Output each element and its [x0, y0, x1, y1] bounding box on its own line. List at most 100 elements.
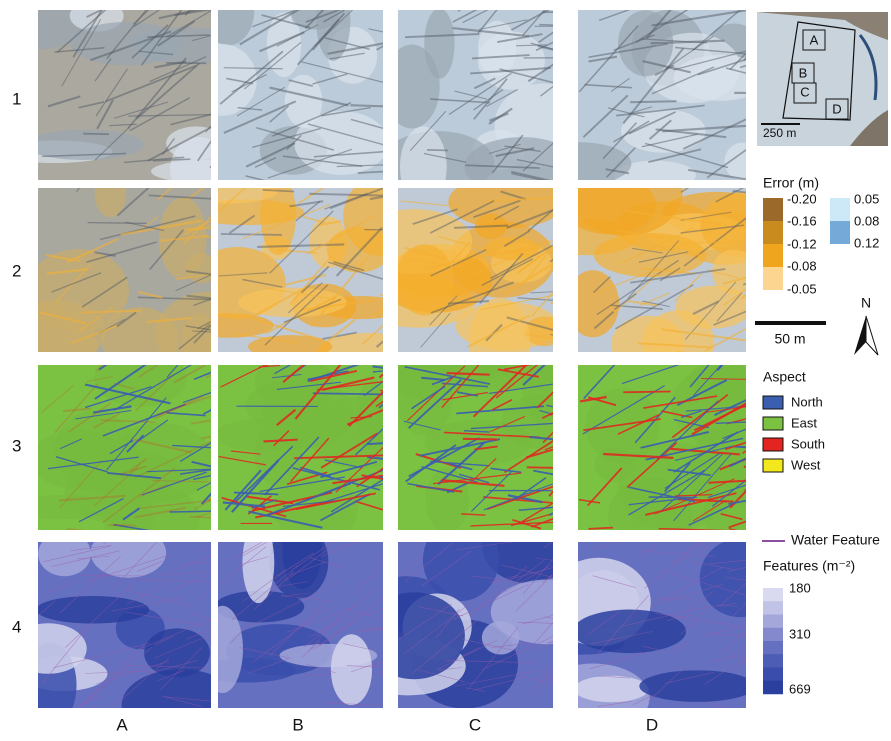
row-label: 3 — [12, 436, 21, 455]
colorbar-segment — [763, 198, 783, 221]
colorbar-label: -0.16 — [787, 213, 817, 228]
panel-streak — [427, 150, 448, 151]
panel-streak — [744, 482, 800, 490]
panel-blotch — [94, 351, 187, 407]
column-label: A — [116, 715, 128, 734]
colorbar-segment — [763, 221, 783, 244]
colorbar-segment — [763, 681, 783, 695]
panel-blotch — [594, 233, 707, 277]
panel-streak — [83, 134, 109, 135]
colorbar-label: 0.08 — [854, 213, 879, 228]
column-label: C — [469, 715, 481, 734]
colorbar-label: 0.05 — [854, 191, 879, 206]
features-title: Features (m⁻²) — [763, 558, 855, 574]
panel-blotch — [331, 634, 372, 705]
colorbar-label: 669 — [789, 681, 811, 696]
colorbar-label: -0.12 — [787, 236, 817, 251]
legend-label: West — [791, 457, 821, 472]
legend-label: South — [791, 436, 825, 451]
panel-streak — [550, 402, 580, 415]
panel-streak — [463, 439, 497, 440]
panel-streak — [88, 223, 147, 224]
panel-blotch — [144, 628, 210, 677]
colorbar-segment — [763, 267, 783, 290]
colorbar-label: -0.20 — [787, 191, 817, 206]
inset-map: A B C D 250 m — [757, 12, 888, 146]
panel-blotch — [260, 174, 296, 255]
water-feature-label: Water Feature — [791, 532, 880, 548]
panel-blotch — [384, 45, 440, 129]
colorbar-segment — [763, 588, 783, 602]
page: 1 2 3 4 A B C D A B C D 250 m Error (m) … — [0, 0, 891, 736]
colorbar-segment — [763, 641, 783, 655]
colorbar-segment — [763, 244, 783, 267]
panel-blotch — [671, 364, 777, 446]
column-label: B — [292, 715, 303, 734]
panel-blotch — [524, 317, 564, 347]
panel-grid — [0, 0, 834, 736]
panel-blotch — [327, 227, 390, 272]
panel-streak — [589, 528, 613, 529]
colorbar-label: 180 — [789, 580, 811, 595]
panel-streak — [630, 101, 676, 102]
north-label: N — [861, 295, 871, 311]
scale-label: 50 m — [774, 331, 805, 347]
colorbar-label: 310 — [789, 626, 811, 641]
colorbar-label: -0.05 — [787, 281, 817, 296]
row-label: 1 — [12, 89, 21, 108]
panel-blotch — [38, 532, 91, 577]
inset-box-label: C — [800, 84, 809, 99]
legend-label: East — [791, 415, 817, 430]
colorbar-label: -0.08 — [787, 258, 817, 273]
legend-swatch — [763, 459, 783, 472]
panel-blotch — [264, 380, 353, 448]
panel-streak — [544, 529, 568, 548]
panel-streak — [458, 0, 496, 12]
image-panel — [528, 0, 794, 190]
panel-blotch — [448, 175, 564, 228]
error-title: Error (m) — [763, 175, 819, 191]
inset-box-label: B — [799, 65, 808, 80]
panel-streak — [742, 660, 830, 675]
panel-blotch — [71, 22, 183, 65]
inset-box-label: D — [832, 101, 841, 116]
panel-blotch — [566, 270, 619, 337]
panel-blotch — [573, 610, 686, 654]
legend-swatch — [763, 396, 783, 409]
panel-streak — [623, 391, 670, 392]
legend-swatch — [763, 438, 783, 451]
image-panel — [534, 504, 830, 731]
figure: 1 2 3 4 A B C D A B C D 250 m Error (m) … — [0, 0, 891, 736]
panel-blotch — [90, 528, 166, 578]
colorbar-segment — [763, 601, 783, 615]
colorbar-segment — [763, 654, 783, 668]
inset-scale-label: 250 m — [763, 126, 796, 140]
row-label: 2 — [12, 261, 21, 280]
panel-streak — [679, 351, 705, 359]
colorbar-label: 0.12 — [854, 235, 879, 250]
image-panel — [368, 331, 613, 533]
panel-blotch — [197, 658, 296, 683]
colorbar-segment — [763, 668, 783, 682]
colorbar-segment — [763, 615, 783, 629]
panel-streak — [67, 529, 134, 536]
panel-blotch — [574, 676, 649, 703]
colorbar-segment — [763, 628, 783, 642]
inset-box-label: A — [810, 32, 819, 47]
aspect-title: Aspect — [763, 369, 806, 385]
panel-blotch — [36, 596, 149, 624]
panel-blotch — [639, 670, 755, 702]
colorbar-segment — [830, 198, 850, 221]
panel-blotch — [423, 519, 499, 601]
legend-swatch — [763, 417, 783, 430]
panel-streak — [109, 525, 136, 526]
row-label: 4 — [12, 617, 21, 636]
panel-blotch — [563, 175, 656, 234]
column-label: D — [646, 715, 658, 734]
north-arrow — [854, 316, 866, 355]
colorbar-segment — [830, 221, 850, 244]
north-arrow — [866, 316, 878, 355]
panel-streak — [169, 511, 212, 512]
legend-label: North — [791, 394, 823, 409]
features-colorbar — [763, 588, 783, 694]
